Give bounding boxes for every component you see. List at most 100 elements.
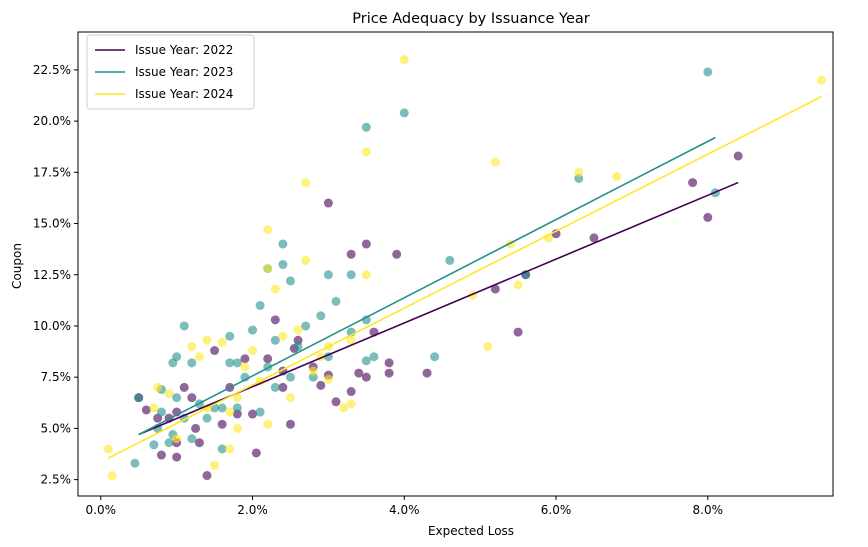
trend-line-1 (138, 136, 716, 436)
data-point-1 (703, 67, 713, 77)
y-axis-label: Coupon (10, 243, 24, 289)
data-point-2 (513, 280, 523, 290)
data-point-2 (225, 407, 235, 417)
data-point-2 (483, 341, 493, 351)
data-point-1 (346, 270, 356, 280)
data-point-0 (331, 397, 341, 407)
data-point-2 (270, 284, 280, 294)
data-point-2 (217, 337, 227, 347)
data-point-1 (217, 444, 227, 454)
trend-line-2 (107, 95, 822, 459)
data-point-0 (210, 346, 220, 356)
data-point-0 (361, 372, 371, 382)
data-point-2 (194, 352, 204, 362)
data-point-0 (384, 358, 394, 368)
data-point-2 (346, 335, 356, 345)
data-point-1 (285, 276, 295, 286)
data-point-2 (263, 264, 273, 274)
data-point-1 (164, 438, 174, 448)
data-point-0 (187, 393, 197, 403)
data-point-1 (187, 434, 197, 444)
data-point-1 (270, 335, 280, 345)
chart-title: Price Adequacy by Issuance Year (352, 11, 589, 27)
data-point-0 (251, 448, 261, 458)
data-point-2 (240, 362, 250, 372)
data-point-1 (225, 358, 235, 368)
legend-label-2022: Issue Year: 2022 (135, 43, 233, 57)
data-point-1 (134, 393, 144, 403)
data-point-2 (301, 255, 311, 265)
data-point-1 (248, 325, 258, 335)
data-point-2 (103, 444, 113, 454)
data-point-0 (392, 249, 402, 259)
data-point-0 (323, 198, 333, 208)
data-point-0 (285, 419, 295, 429)
data-point-2 (817, 75, 827, 85)
data-point-1 (187, 358, 197, 368)
data-point-0 (270, 315, 280, 325)
data-point-1 (232, 403, 242, 413)
data-point-0 (172, 452, 182, 462)
x-axis-label: Expected Loss (428, 524, 514, 538)
data-point-0 (422, 368, 432, 378)
data-point-0 (688, 178, 698, 188)
data-point-0 (733, 151, 743, 161)
data-point-2 (210, 460, 220, 470)
data-point-0 (248, 409, 258, 419)
legend-box (86, 34, 255, 110)
y-tick-label: 20.0% (33, 114, 71, 128)
y-axis: 2.5% 5.0% 7.5% 10.0% 12.5% 15.0% 17.5% 20.0% 22.… (33, 63, 78, 487)
data-point-2 (149, 403, 159, 413)
data-point-1 (172, 352, 182, 362)
data-point-1 (130, 458, 140, 468)
data-point-0 (278, 382, 288, 392)
data-point-0 (217, 419, 227, 429)
y-tick-label: 12.5% (33, 268, 71, 282)
data-point-2 (399, 55, 409, 65)
data-point-2 (232, 423, 242, 433)
data-point-2 (361, 270, 371, 280)
data-point-2 (574, 167, 584, 177)
data-point-2 (278, 331, 288, 341)
data-point-0 (490, 284, 500, 294)
data-point-1 (361, 356, 371, 366)
data-point-1 (430, 352, 440, 362)
data-point-1 (255, 300, 265, 310)
data-point-0 (361, 239, 371, 249)
data-point-1 (270, 382, 280, 392)
y-tick-label: 22.5% (33, 63, 71, 77)
data-point-0 (384, 368, 394, 378)
data-point-2 (285, 393, 295, 403)
data-point-0 (141, 405, 151, 415)
data-point-2 (301, 178, 311, 188)
data-point-1 (255, 407, 265, 417)
x-tick-label: 2.0% (237, 503, 268, 517)
data-point-1 (285, 372, 295, 382)
x-tick-label: 8.0% (693, 503, 724, 517)
data-point-1 (445, 255, 455, 265)
data-point-1 (278, 260, 288, 270)
data-point-0 (703, 212, 713, 222)
data-point-0 (354, 368, 364, 378)
x-tick-label: 6.0% (541, 503, 572, 517)
data-point-1 (172, 393, 182, 403)
x-tick-label: 4.0% (389, 503, 420, 517)
data-point-2 (293, 325, 303, 335)
data-point-0 (194, 438, 204, 448)
data-point-2 (225, 444, 235, 454)
trend-layer (107, 95, 822, 459)
x-axis: 0.0% 2.0% 4.0% 6.0% 8.0% (86, 496, 724, 517)
data-point-0 (346, 387, 356, 397)
data-point-0 (513, 327, 523, 337)
data-point-1 (293, 341, 303, 351)
data-point-1 (278, 239, 288, 249)
y-tick-label: 17.5% (33, 165, 71, 179)
data-point-1 (331, 296, 341, 306)
y-tick-label: 15.0% (33, 217, 71, 231)
data-point-0 (191, 423, 201, 433)
points-layer (103, 55, 827, 481)
data-point-2 (339, 403, 349, 413)
data-point-2 (263, 419, 273, 429)
data-point-2 (248, 346, 258, 356)
